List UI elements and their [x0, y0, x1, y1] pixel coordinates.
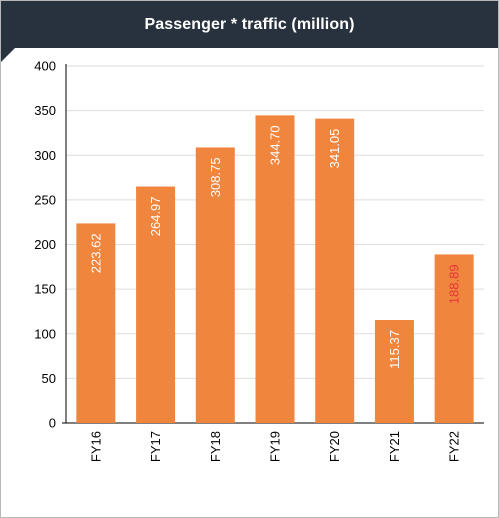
bar-fy18: [195, 147, 235, 424]
x-tick-label: FY17: [148, 431, 163, 462]
x-tick-label: FY22: [447, 431, 462, 462]
data-label: 344.70: [268, 125, 283, 165]
y-tick-label: 300: [34, 148, 56, 163]
data-label: 264.97: [148, 197, 163, 237]
y-tick-label: 400: [34, 59, 56, 74]
bar-fy19: [255, 115, 295, 423]
data-label: 308.75: [208, 157, 223, 197]
x-tick-label: FY19: [268, 431, 283, 462]
x-tick-label: FY21: [387, 431, 402, 462]
bar-fy22: [434, 254, 474, 423]
chart-title: Passenger * traffic (million): [144, 15, 355, 33]
x-tick-label: FY18: [208, 431, 223, 462]
x-tick-label: FY16: [88, 431, 103, 462]
data-label: 188.89: [447, 264, 462, 304]
x-tick-label: FY20: [327, 431, 342, 462]
data-label: 341.05: [327, 129, 342, 169]
bar-fy21: [374, 320, 414, 423]
y-tick-label: 350: [34, 103, 56, 118]
y-tick-label: 150: [34, 282, 56, 297]
title-bar-notch: [1, 48, 15, 62]
bar-fy20: [315, 118, 355, 423]
y-tick-label: 200: [34, 237, 56, 252]
y-tick-label: 250: [34, 192, 56, 207]
y-tick-label: 100: [34, 326, 56, 341]
bar-fy17: [136, 186, 176, 423]
data-label: 115.37: [387, 330, 402, 369]
chart-title-bar: Passenger * traffic (million): [1, 1, 498, 48]
y-tick-label: 0: [49, 416, 56, 431]
bar-fy16: [76, 223, 116, 423]
data-label: 223.62: [88, 233, 103, 273]
y-tick-label: 50: [42, 371, 56, 386]
